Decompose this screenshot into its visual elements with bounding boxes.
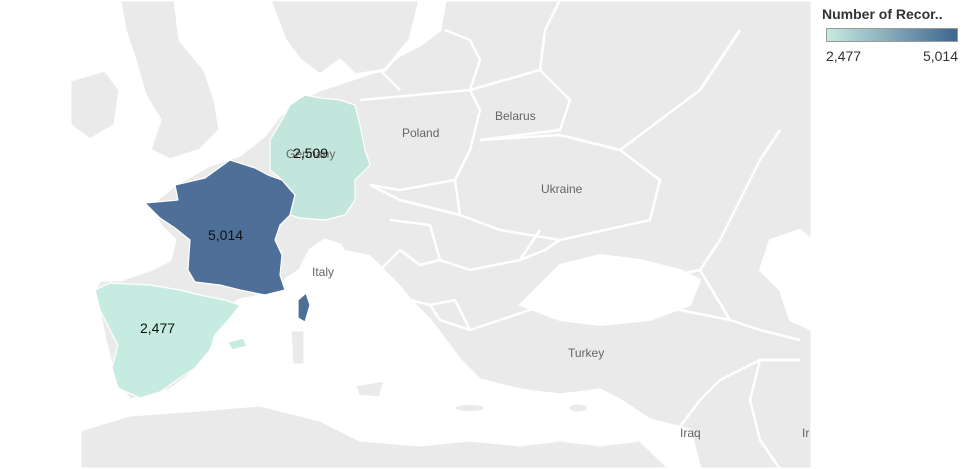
legend-max-label: 5,014 (922, 48, 958, 64)
black-sea (518, 253, 702, 327)
landmass-sicily (353, 378, 387, 400)
map-canvas[interactable]: Germany Poland Belarus Ukraine Italy Tur… (0, 0, 812, 469)
poland-label: Poland (402, 126, 439, 140)
germany-name-label: Germany (286, 147, 335, 161)
landmass-ireland (68, 68, 122, 142)
value-label-germany: 2,509 (293, 145, 328, 161)
landmass-sardinia (288, 328, 307, 367)
value-label-spain: 2,477 (140, 320, 175, 336)
legend-gradient-bar (826, 28, 958, 42)
iraq-label: Iraq (680, 426, 701, 440)
adriatic-sea (345, 250, 420, 315)
value-label-france: 5,014 (208, 227, 243, 243)
iran-label: Ir (802, 426, 809, 440)
color-legend[interactable]: Number of Recor.. 2,477 5,014 (816, 0, 962, 80)
crete (456, 405, 484, 411)
region-germany[interactable] (269, 94, 371, 221)
region-corsica[interactable] (297, 292, 311, 323)
region-balearic-islands[interactable] (227, 337, 248, 351)
map-svg[interactable]: Germany Poland Belarus Ukraine Italy Tur… (0, 0, 812, 469)
turkey-label: Turkey (568, 346, 604, 360)
region-spain[interactable] (94, 282, 241, 399)
legend-title: Number of Recor.. (822, 6, 943, 22)
italy-label: Italy (312, 265, 334, 279)
caspian-sea (758, 228, 812, 332)
region-france[interactable] (144, 159, 296, 296)
landmass-scandinavia (268, 0, 422, 77)
border-network (359, 0, 801, 469)
belarus-label: Belarus (495, 109, 536, 123)
cyprus (568, 403, 588, 413)
legend-min-label: 2,477 (826, 48, 862, 64)
landmass-north-africa (78, 403, 672, 469)
landmass-great-britain (118, 0, 222, 162)
ukraine-label: Ukraine (541, 182, 583, 196)
